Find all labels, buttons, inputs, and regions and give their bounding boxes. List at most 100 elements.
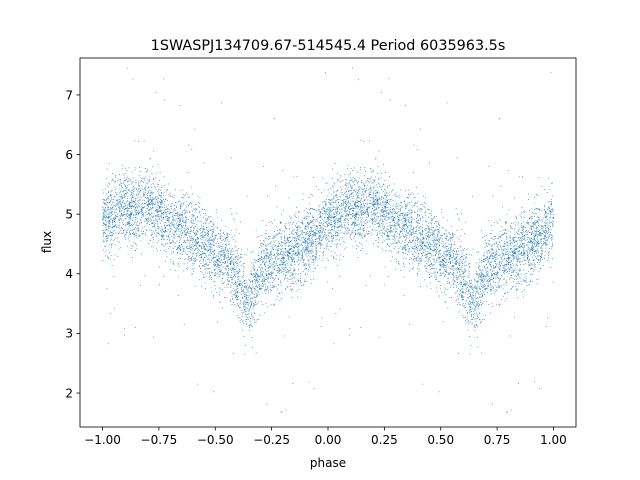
data-point	[102, 249, 104, 251]
data-point	[253, 297, 255, 298]
data-point	[540, 235, 542, 236]
data-point	[281, 241, 282, 243]
data-point	[292, 233, 293, 235]
data-point	[312, 252, 314, 253]
data-point	[279, 243, 280, 244]
data-point	[271, 275, 273, 276]
data-point	[126, 214, 127, 215]
data-point	[458, 254, 460, 256]
data-point	[189, 258, 191, 260]
data-point	[268, 274, 270, 276]
data-point	[131, 193, 132, 195]
data-point	[324, 213, 326, 214]
data-point	[233, 301, 234, 303]
data-point	[290, 279, 292, 281]
data-point	[305, 218, 307, 220]
data-point	[181, 226, 183, 227]
data-point	[196, 227, 198, 229]
data-point	[236, 270, 238, 272]
data-point	[292, 261, 293, 263]
data-point	[260, 272, 262, 274]
data-point	[315, 250, 317, 252]
data-point	[217, 246, 219, 248]
data-point	[208, 239, 209, 241]
data-point	[136, 191, 138, 193]
data-point	[501, 263, 502, 264]
data-point	[180, 215, 182, 216]
data-point	[195, 249, 196, 250]
data-point	[297, 236, 299, 238]
data-point	[256, 284, 257, 286]
data-point	[206, 240, 208, 242]
data-point	[158, 195, 160, 196]
data-point	[104, 204, 106, 206]
data-point	[325, 248, 327, 250]
data-point	[238, 307, 240, 309]
data-point	[422, 383, 424, 385]
data-point	[315, 225, 317, 227]
data-point	[187, 228, 189, 229]
data-point	[126, 67, 128, 69]
data-point	[384, 195, 386, 196]
data-point	[312, 256, 313, 258]
data-point	[125, 185, 126, 187]
data-point	[315, 239, 317, 240]
data-point	[510, 263, 511, 265]
data-point	[223, 231, 224, 233]
data-point	[392, 225, 394, 227]
data-point	[253, 265, 255, 267]
data-point	[253, 286, 255, 288]
data-point	[281, 284, 282, 286]
data-point	[373, 191, 375, 193]
data-point	[111, 227, 113, 229]
data-point	[240, 285, 241, 287]
data-point	[322, 212, 324, 214]
data-point	[194, 258, 195, 260]
data-point	[321, 238, 323, 240]
data-point	[225, 255, 226, 257]
data-point	[270, 289, 271, 290]
data-point	[271, 238, 273, 240]
data-point	[220, 259, 222, 261]
data-point	[325, 201, 327, 202]
data-point	[110, 226, 112, 228]
data-point	[282, 257, 284, 259]
data-point	[303, 259, 305, 260]
data-point	[219, 301, 220, 303]
data-point	[530, 217, 531, 218]
data-point	[174, 207, 176, 209]
data-point	[232, 218, 234, 219]
data-point	[219, 275, 220, 277]
data-point	[148, 217, 150, 219]
data-point	[211, 229, 213, 231]
data-point	[252, 251, 254, 253]
data-point	[305, 249, 306, 251]
data-point	[310, 233, 312, 234]
data-point	[331, 199, 333, 201]
data-point	[457, 261, 458, 263]
data-point	[272, 303, 274, 305]
data-point	[249, 288, 251, 289]
data-point	[297, 225, 299, 227]
data-point	[470, 303, 472, 305]
data-point	[498, 240, 500, 242]
data-point	[230, 286, 232, 288]
data-point	[506, 237, 508, 239]
data-point	[251, 305, 253, 306]
data-point	[312, 259, 313, 261]
data-point	[251, 284, 253, 286]
data-point	[456, 279, 458, 281]
data-point	[136, 210, 137, 212]
data-point	[139, 191, 141, 193]
data-point	[124, 190, 126, 191]
data-point	[125, 207, 127, 209]
data-point	[289, 252, 290, 254]
data-point	[325, 238, 326, 240]
data-point	[298, 211, 300, 213]
data-point	[147, 187, 149, 189]
data-point	[148, 180, 150, 182]
data-point	[298, 243, 300, 245]
data-point	[119, 202, 121, 204]
data-point	[278, 271, 280, 272]
data-point	[167, 211, 168, 213]
